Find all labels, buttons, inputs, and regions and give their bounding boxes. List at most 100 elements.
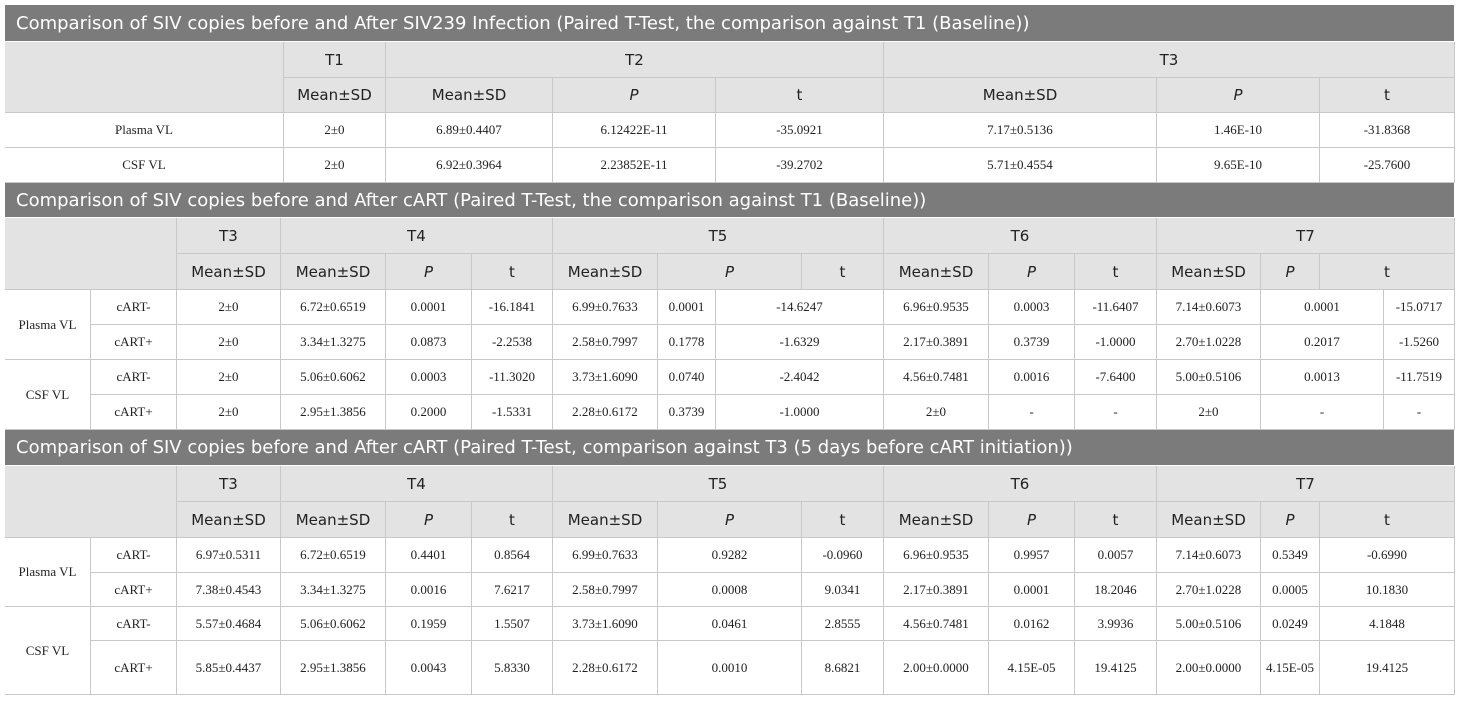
data-cell: 2±0 — [177, 360, 281, 395]
data-cell: 0.0740 — [658, 360, 716, 395]
data-cell: 4.15E-05 — [1261, 641, 1320, 695]
data-cell: 9.0341 — [802, 573, 884, 607]
data-cell: 0.1778 — [658, 325, 716, 360]
data-cell: 6.96±0.9535 — [884, 290, 989, 325]
data-cell: -11.7519 — [1384, 360, 1455, 395]
group-header: T3 — [884, 42, 1455, 78]
data-cell: 0.2000 — [386, 395, 472, 430]
row-label: cART+ — [91, 641, 177, 695]
group-header: T6 — [884, 218, 1157, 254]
data-cell: -15.0717 — [1384, 290, 1455, 325]
data-cell: 6.72±0.6519 — [281, 538, 386, 573]
column-header: Mean±SD — [553, 502, 658, 538]
data-cell: 2±0 — [884, 395, 989, 430]
column-header: P — [1157, 78, 1320, 113]
data-cell: 19.4125 — [1075, 641, 1157, 695]
data-cell: 0.0001 — [386, 290, 472, 325]
column-header: Mean±SD — [884, 502, 989, 538]
data-cell: 3.73±1.6090 — [553, 607, 658, 641]
data-cell: 6.72±0.6519 — [281, 290, 386, 325]
data-cell: 5.57±0.4684 — [177, 607, 281, 641]
data-cell: 2±0 — [177, 325, 281, 360]
data-cell: 1.5507 — [472, 607, 553, 641]
data-cell: 0.0001 — [989, 573, 1075, 607]
data-cell: 0.0003 — [386, 360, 472, 395]
data-cell: 0.3739 — [989, 325, 1075, 360]
row-group-label: Plasma VL — [5, 538, 91, 607]
data-cell: 8.6821 — [802, 641, 884, 695]
data-cell: 3.34±1.3275 — [281, 325, 386, 360]
data-cell: -7.6400 — [1075, 360, 1157, 395]
data-cell: -2.2538 — [472, 325, 553, 360]
data-cell: 5.00±0.5106 — [1157, 360, 1261, 395]
data-cell: 0.0057 — [1075, 538, 1157, 573]
column-header: P — [658, 254, 802, 290]
column-header: Mean±SD — [284, 78, 386, 113]
data-cell: 9.65E-10 — [1157, 148, 1320, 183]
group-header: T2 — [386, 42, 884, 78]
data-cell: 0.0016 — [989, 360, 1075, 395]
data-cell: 7.6217 — [472, 573, 553, 607]
data-cell: 2.17±0.3891 — [884, 573, 989, 607]
group-header: T1 — [284, 42, 386, 78]
data-cell: 0.0249 — [1261, 607, 1320, 641]
column-header: Mean±SD — [281, 502, 386, 538]
data-cell: 2.58±0.7997 — [553, 573, 658, 607]
row-group-label: Plasma VL — [5, 113, 284, 148]
group-header: T3 — [177, 218, 281, 254]
data-cell: 7.38±0.4543 — [177, 573, 281, 607]
column-header: Mean±SD — [1157, 502, 1261, 538]
column-header: P — [658, 502, 802, 538]
data-cell: 0.0013 — [1261, 360, 1384, 395]
data-cell: 10.1830 — [1320, 573, 1455, 607]
data-cell: - — [1261, 395, 1384, 430]
data-cell: 2.17±0.3891 — [884, 325, 989, 360]
data-cell: 7.14±0.6073 — [1157, 538, 1261, 573]
data-cell: 2.23852E-11 — [553, 148, 716, 183]
data-cell: 0.1959 — [386, 607, 472, 641]
data-cell: 2.70±1.0228 — [1157, 573, 1261, 607]
column-header: Mean±SD — [177, 254, 281, 290]
column-header: Mean±SD — [884, 78, 1157, 113]
data-cell: 2.00±0.0000 — [1157, 641, 1261, 695]
data-cell: 6.12422E-11 — [553, 113, 716, 148]
data-cell: 6.89±0.4407 — [386, 113, 553, 148]
data-cell: 7.17±0.5136 — [884, 113, 1157, 148]
column-header: P — [386, 502, 472, 538]
corner-cell — [5, 218, 177, 290]
data-cell: 0.0005 — [1261, 573, 1320, 607]
group-header: T7 — [1157, 466, 1455, 502]
column-header: Mean±SD — [386, 78, 553, 113]
data-cell: 3.73±1.6090 — [553, 360, 658, 395]
data-cell: 4.1848 — [1320, 607, 1455, 641]
data-cell: - — [1384, 395, 1455, 430]
column-header: t — [1320, 78, 1455, 113]
data-cell: -25.7600 — [1320, 148, 1455, 183]
data-cell: -2.4042 — [716, 360, 884, 395]
data-cell: 0.0010 — [658, 641, 802, 695]
data-cell: 0.0043 — [386, 641, 472, 695]
column-header: t — [802, 254, 884, 290]
data-cell: 5.00±0.5106 — [1157, 607, 1261, 641]
data-cell: 5.06±0.6062 — [281, 607, 386, 641]
group-header: T3 — [177, 466, 281, 502]
data-cell: -1.6329 — [716, 325, 884, 360]
data-cell: 2.00±0.0000 — [884, 641, 989, 695]
row-group-label: Plasma VL — [5, 290, 91, 360]
data-cell: 2.8555 — [802, 607, 884, 641]
data-cell: -16.1841 — [472, 290, 553, 325]
column-header: P — [1261, 502, 1320, 538]
data-cell: 0.2017 — [1261, 325, 1384, 360]
column-header: t — [1320, 254, 1455, 290]
group-header: T7 — [1157, 218, 1455, 254]
data-cell: 6.96±0.9535 — [884, 538, 989, 573]
data-cell: -1.0000 — [1075, 325, 1157, 360]
column-header: P — [989, 502, 1075, 538]
row-label: cART+ — [91, 395, 177, 430]
data-cell: -1.0000 — [716, 395, 884, 430]
data-cell: 2.28±0.6172 — [553, 641, 658, 695]
column-header: Mean±SD — [281, 254, 386, 290]
data-cell: 0.8564 — [472, 538, 553, 573]
data-cell: 6.97±0.5311 — [177, 538, 281, 573]
data-cell: 5.71±0.4554 — [884, 148, 1157, 183]
